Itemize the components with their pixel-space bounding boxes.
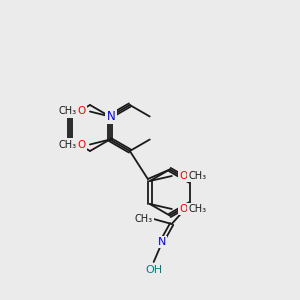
Text: CH₃: CH₃ [135,214,153,224]
Text: CH₃: CH₃ [59,106,77,116]
Text: O: O [180,171,188,181]
Text: O: O [180,204,188,214]
Text: CH₃: CH₃ [189,204,207,214]
Text: CH₃: CH₃ [59,140,77,149]
Text: O: O [78,140,86,149]
Text: OH: OH [145,265,162,275]
Text: N: N [106,110,115,123]
Text: CH₃: CH₃ [189,171,207,181]
Text: O: O [78,106,86,116]
Text: N: N [158,237,166,247]
